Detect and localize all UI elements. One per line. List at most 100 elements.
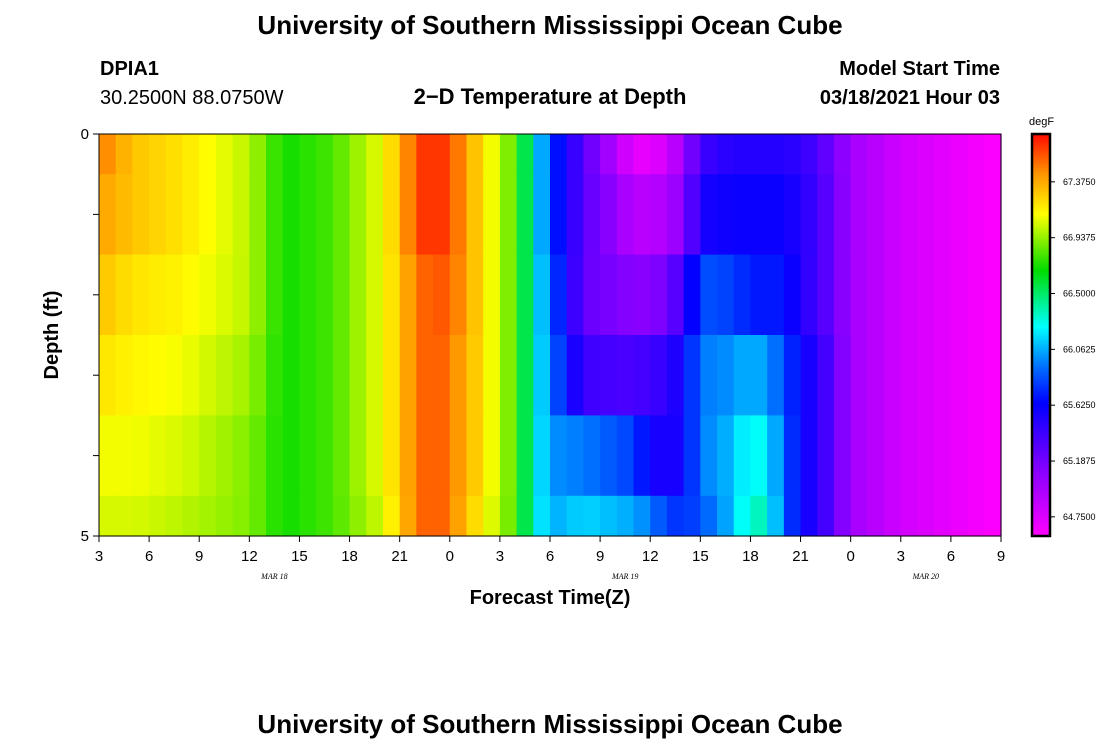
heatmap-cell	[950, 254, 969, 336]
heatmap-cell	[600, 335, 618, 416]
heatmap-cell	[566, 254, 584, 336]
heatmap-cell	[700, 335, 718, 416]
heatmap-cell	[299, 254, 317, 336]
heatmap-cell	[299, 495, 317, 537]
x-tick-label: 9	[997, 548, 1005, 565]
heatmap-cell	[700, 254, 718, 336]
heatmap-cell	[182, 335, 200, 416]
heatmap-cell	[683, 335, 701, 416]
heatmap-cell	[566, 335, 584, 416]
heatmap-cell	[483, 174, 501, 256]
heatmap-cell	[433, 134, 451, 175]
heatmap-cell	[683, 134, 701, 175]
heatmap-cell	[633, 134, 651, 175]
heatmap-cell	[984, 415, 1002, 497]
x-tick-label: 6	[145, 548, 153, 565]
heatmap-cell	[733, 134, 752, 175]
heatmap-cell	[483, 254, 501, 336]
heatmap-cell	[366, 415, 384, 497]
heatmap-cell	[115, 134, 133, 175]
heatmap-cell	[733, 495, 752, 537]
heatmap-cell	[566, 174, 584, 256]
heatmap-cell	[717, 254, 735, 336]
heatmap-cell	[783, 415, 802, 497]
heatmap-cell	[817, 134, 835, 175]
heatmap-cell	[99, 495, 117, 537]
heatmap-cell	[550, 335, 568, 416]
heatmap-cell	[884, 174, 902, 256]
x-tick-label: 6	[546, 548, 554, 565]
heatmap-cell	[215, 415, 234, 497]
heatmap-cell	[633, 335, 651, 416]
heatmap-cell	[550, 495, 568, 537]
heatmap-cell	[416, 415, 434, 497]
heatmap-cell	[449, 174, 468, 256]
heatmap-cell	[950, 495, 969, 537]
heatmap-cell	[266, 495, 284, 537]
heatmap-cell	[850, 415, 868, 497]
heatmap-cell	[950, 415, 969, 497]
heatmap-cell	[583, 335, 601, 416]
heatmap-cell	[833, 335, 852, 416]
heatmap-cell	[182, 174, 200, 256]
heatmap-cell	[149, 174, 167, 256]
colorbar-label: 65.6250	[1063, 400, 1096, 410]
x-tick-label: 6	[947, 548, 955, 565]
heatmap-cell	[733, 415, 752, 497]
x-tick-label: 12	[642, 548, 659, 565]
heatmap-cell	[833, 254, 852, 336]
heatmap-cell	[282, 335, 301, 416]
heatmap-cell	[616, 415, 635, 497]
heatmap-cell	[299, 335, 317, 416]
heatmap-cell	[282, 174, 301, 256]
heatmap-cell	[466, 495, 484, 537]
heatmap-cell	[149, 415, 167, 497]
heatmap-cell	[917, 495, 935, 537]
heatmap-cell	[817, 254, 835, 336]
heatmap-cell	[750, 134, 768, 175]
heatmap-cell	[115, 254, 133, 336]
heatmap-cell	[282, 415, 301, 497]
heatmap-cell	[917, 254, 935, 336]
heatmap-cell	[199, 415, 217, 497]
heatmap-cell	[215, 254, 234, 336]
heatmap-cell	[650, 335, 668, 416]
heatmap-cell	[499, 174, 518, 256]
heatmap-cell	[583, 254, 601, 336]
heatmap-cell	[232, 174, 250, 256]
heatmap-cell	[817, 415, 835, 497]
y-tick-label: 0	[81, 126, 89, 143]
heatmap-cell	[717, 134, 735, 175]
heatmap-cell	[316, 335, 334, 416]
x-tick-label: 21	[792, 548, 809, 565]
colorbar-frame	[1030, 132, 1052, 538]
heatmap-cell	[767, 495, 785, 537]
heatmap-cell	[700, 415, 718, 497]
heatmap-cell	[750, 415, 768, 497]
x-tick-label: 18	[742, 548, 759, 565]
heatmap-cell	[917, 415, 935, 497]
heatmap-cell	[416, 495, 434, 537]
heatmap-cell	[984, 174, 1002, 256]
heatmap-cell	[115, 335, 133, 416]
heatmap-cell	[666, 254, 685, 336]
heatmap-cell	[382, 335, 401, 416]
heatmap-cell	[867, 335, 885, 416]
heatmap-cell	[199, 174, 217, 256]
heatmap-cell	[934, 254, 952, 336]
heatmap-cell	[516, 415, 534, 497]
heatmap-cell	[750, 174, 768, 256]
station-id: DPIA1	[100, 58, 159, 80]
heatmap-cell	[433, 415, 451, 497]
heatmap-cell	[466, 415, 484, 497]
colorbar-label: 66.0625	[1063, 344, 1096, 354]
heatmap-cell	[917, 335, 935, 416]
heatmap-cell	[600, 174, 618, 256]
heatmap-cell	[332, 335, 351, 416]
heatmap-cell	[850, 134, 868, 175]
heatmap-cell	[583, 415, 601, 497]
heatmap-cell	[867, 174, 885, 256]
heatmap-cell	[316, 254, 334, 336]
heatmap-cell	[499, 495, 518, 537]
heatmap-cell	[700, 134, 718, 175]
